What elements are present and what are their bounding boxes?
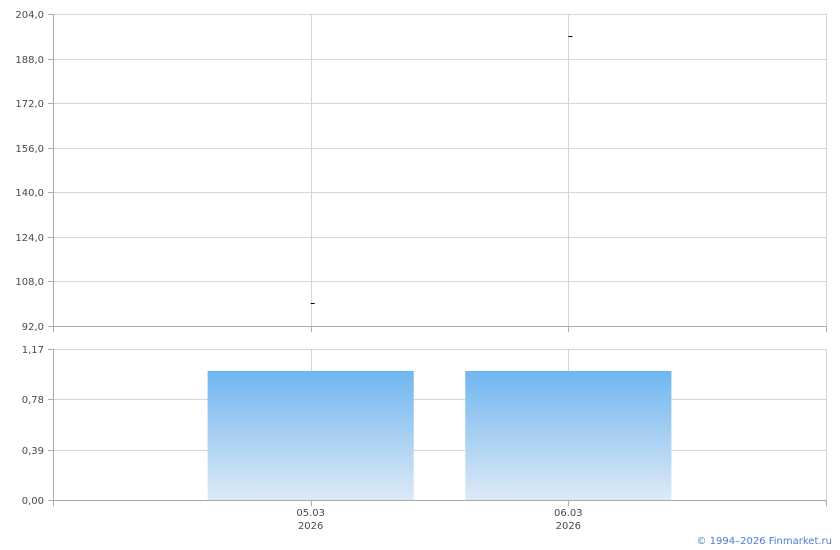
y-tick-label: 108,0 (15, 277, 44, 288)
x-tick-label: 06.03 (554, 508, 583, 519)
x-tick-year: 2026 (556, 521, 581, 532)
volume-bar (207, 370, 414, 500)
y-tick-label: 92,0 (22, 322, 44, 333)
y-tick-label: 204,0 (15, 10, 44, 21)
y-tick-label: 0,39 (22, 446, 44, 457)
y-tick-label: 172,0 (15, 99, 44, 110)
x-tick-label: 05.03 (296, 508, 325, 519)
y-tick-label: 0,00 (22, 496, 44, 507)
y-tick-label: 1,17 (22, 345, 44, 356)
copyright-link[interactable]: © 1994–2026 Finmarket.ru (696, 536, 832, 547)
y-tick-label: 188,0 (15, 55, 44, 66)
x-tick-year: 2026 (298, 521, 323, 532)
y-tick-label: 124,0 (15, 233, 44, 244)
volume-bar (465, 370, 672, 500)
y-tick-label: 0,78 (22, 395, 44, 406)
y-tick-label: 156,0 (15, 144, 44, 155)
y-tick-label: 140,0 (15, 188, 44, 199)
